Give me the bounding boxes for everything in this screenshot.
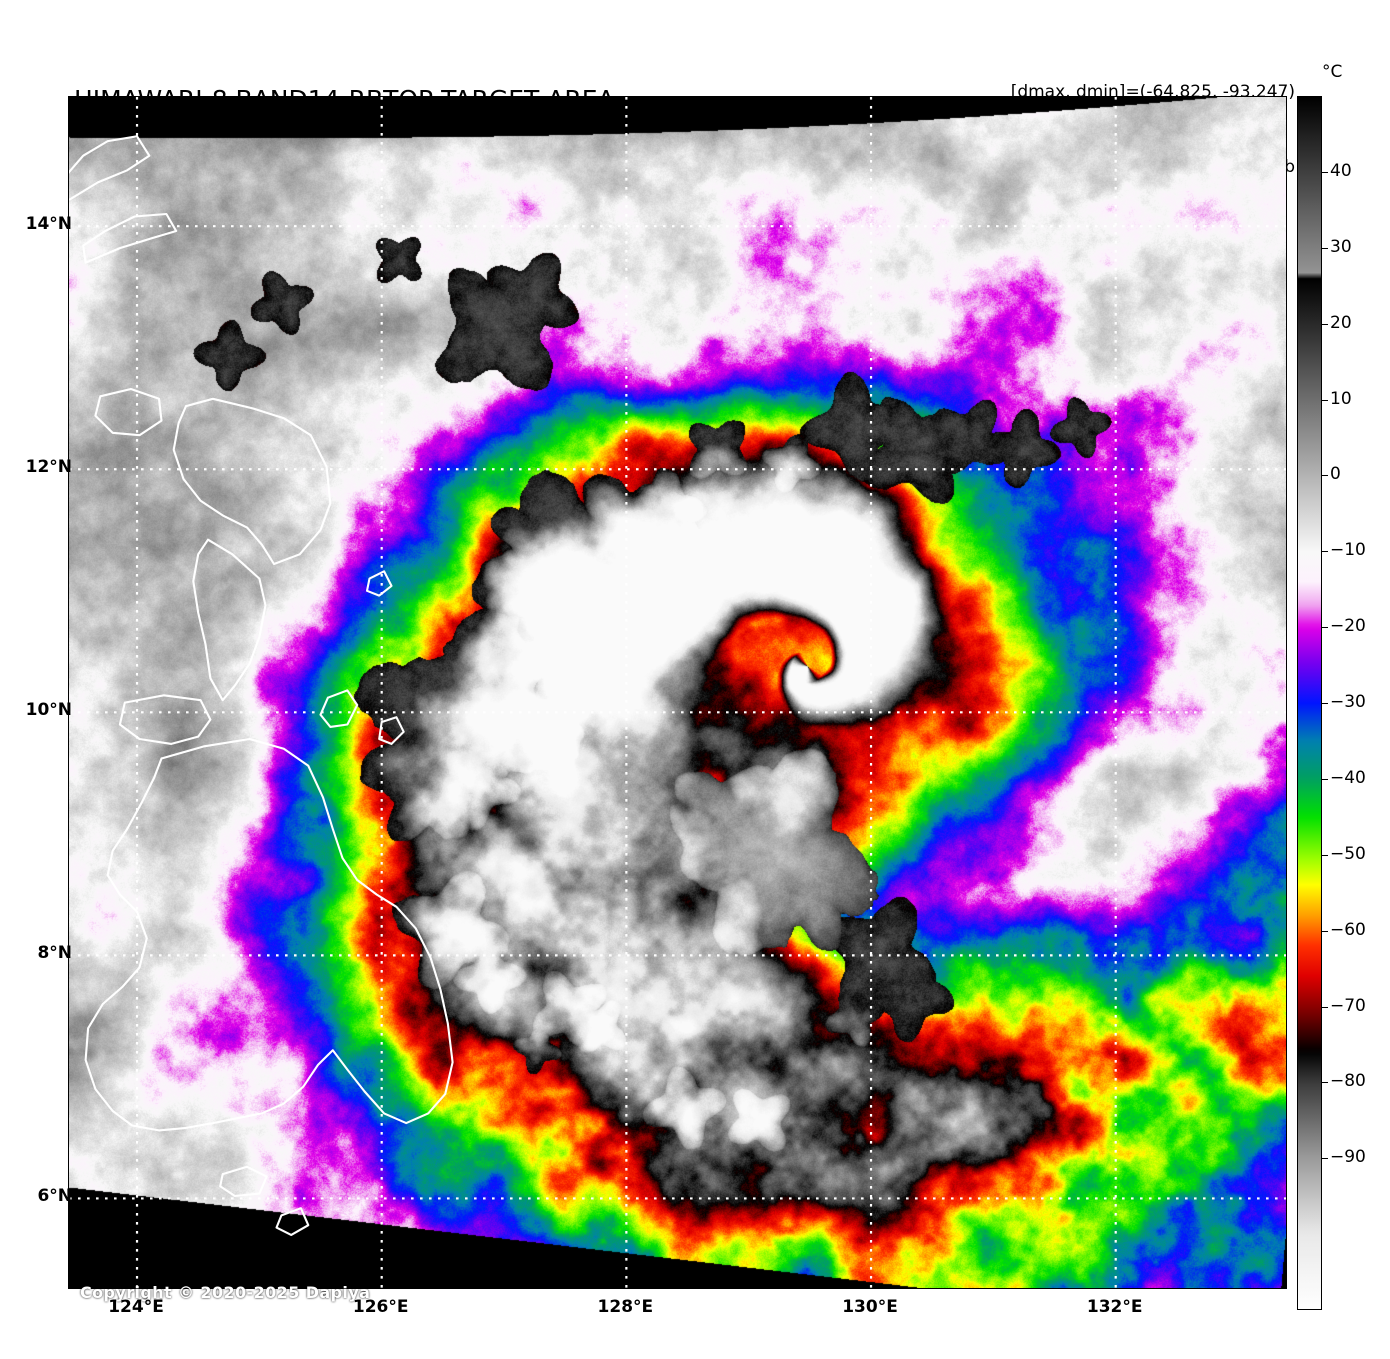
colorbar-tick-mark [1322,475,1328,477]
y-axis-tick-label: 14°N [25,214,72,235]
coastline-path [275,1207,310,1236]
colorbar-tick-mark [1322,627,1328,629]
colorbar-tick-label: −50 [1330,843,1366,864]
coastline-path [378,716,405,745]
colorbar-tick-label: 30 [1330,236,1352,257]
coastline-path [82,212,178,264]
colorbar-tick-label: 40 [1330,160,1352,181]
satellite-imagery-canvas [69,97,1286,1288]
copyright-notice: Copyright © 2020-2025 Dapiya [80,1283,371,1302]
coastline-overlay [69,135,454,1236]
colorbar-tick-mark [1322,930,1328,932]
colorbar-unit-label: °C [1322,62,1343,82]
colorbar-tick-mark [1322,399,1328,401]
colorbar[interactable] [1297,96,1322,1310]
colorbar-tick-label: −10 [1330,540,1366,561]
colorbar-gradient [1298,97,1321,1309]
colorbar-tick-mark [1322,247,1328,249]
colorbar-tick-mark [1322,551,1328,553]
colorbar-tick-label: −60 [1330,919,1366,940]
coastline-path [69,135,151,201]
coastline-path [365,570,393,597]
coastline-path [118,694,212,745]
coastline-path [84,737,454,1132]
coastline-path [94,387,163,437]
colorbar-tick-label: −20 [1330,616,1366,637]
colorbar-tick-mark [1322,778,1328,780]
graticule-gridlines [69,97,1286,1288]
coastline-path [319,689,359,728]
colorbar-tick-mark [1322,1158,1328,1160]
y-axis-tick-label: 8°N [37,943,72,964]
x-axis-tick-label: 124°E [108,1297,164,1317]
colorbar-tick-mark [1322,171,1328,173]
colorbar-tick-label: 0 [1330,464,1341,485]
colorbar-tick-label: 20 [1330,312,1352,333]
y-axis-tick-label: 10°N [25,700,72,721]
colorbar-tick-mark [1322,703,1328,704]
colorbar-tick-mark [1322,854,1328,856]
coastline-path [192,538,267,702]
plot-clip [69,97,1286,1288]
coastline-path [172,397,332,566]
x-axis-tick-label: 128°E [597,1297,654,1317]
colorbar-tick-label: −30 [1330,692,1366,712]
coastline-path [219,1165,268,1198]
x-axis-tick-label: 130°E [842,1297,898,1317]
colorbar-tick-label: −70 [1330,995,1366,1016]
y-axis-tick-label: 12°N [25,457,72,478]
x-axis-tick-label: 126°E [352,1297,409,1317]
colorbar-tick-mark [1322,323,1328,325]
y-axis-tick-label: 6°N [37,1186,72,1207]
colorbar-tick-label: −40 [1330,767,1366,788]
satellite-image-plot[interactable] [68,96,1287,1289]
colorbar-tick-label: 10 [1330,388,1352,409]
colorbar-tick-mark [1322,1006,1328,1008]
x-axis-tick-label: 132°E [1086,1297,1143,1317]
colorbar-tick-mark [1322,1082,1328,1084]
colorbar-tick-label: −90 [1330,1147,1366,1168]
colorbar-tick-label: −80 [1330,1071,1366,1092]
